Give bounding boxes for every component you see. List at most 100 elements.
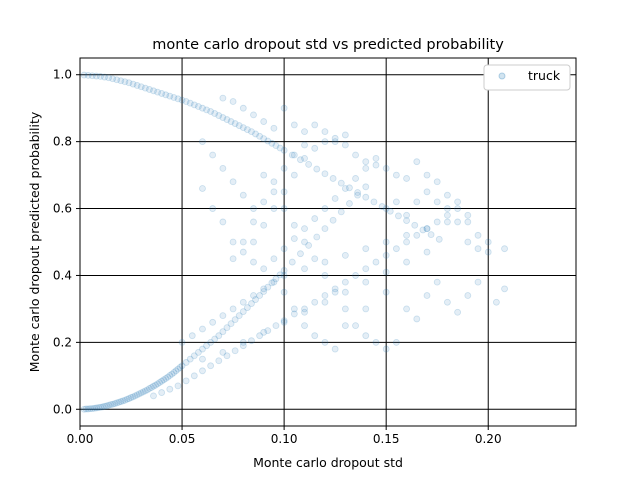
data-point [219, 114, 227, 121]
data-point [301, 128, 308, 136]
data-point [113, 399, 121, 407]
data-point [199, 367, 206, 375]
data-point [256, 292, 264, 299]
data-point [331, 345, 339, 353]
data-point [199, 138, 206, 146]
data-point [141, 84, 149, 92]
data-point [352, 322, 359, 330]
data-point [166, 92, 174, 100]
data-point [280, 146, 288, 154]
data-point [239, 342, 247, 350]
data-point [133, 82, 141, 89]
data-point [121, 396, 129, 404]
data-point [362, 332, 370, 340]
data-point [223, 324, 231, 332]
data-point [239, 298, 247, 306]
data-point [250, 218, 257, 226]
data-point [239, 248, 247, 256]
data-point [154, 88, 161, 96]
data-point [92, 404, 100, 412]
data-point [207, 338, 215, 346]
data-point [492, 298, 500, 306]
data-point [311, 215, 319, 222]
data-point [182, 377, 190, 385]
data-point [331, 288, 339, 296]
data-point [454, 218, 462, 226]
data-point [313, 233, 321, 241]
data-point [454, 205, 462, 212]
data-point [313, 165, 321, 173]
data-point [305, 160, 313, 168]
data-point [321, 298, 329, 306]
data-point [444, 211, 451, 219]
data-point [248, 337, 255, 345]
data-point [290, 121, 298, 129]
data-point [474, 231, 482, 239]
data-point [97, 403, 104, 411]
data-point [156, 379, 164, 386]
data-point [403, 211, 410, 219]
data-point [229, 98, 237, 105]
data-point [403, 175, 410, 182]
data-point [352, 151, 359, 159]
data-point [127, 394, 135, 401]
data-point [301, 238, 308, 246]
y-axis-label: Monte carlo dropout predicted probabilit… [27, 111, 42, 372]
data-point [190, 372, 198, 380]
data-point [190, 101, 198, 109]
data-point [362, 158, 370, 166]
data-point [341, 322, 349, 330]
y-axis-ticks: 0.0 0.2 0.4 0.6 0.8 1.0 [53, 68, 80, 416]
data-point [311, 255, 319, 263]
data-point [501, 285, 508, 293]
data-point [444, 218, 451, 226]
data-point [94, 404, 102, 412]
data-point [227, 118, 235, 125]
data-point [297, 156, 304, 164]
data-point [101, 73, 108, 81]
data-point [209, 151, 217, 159]
data-point [86, 405, 94, 413]
x-tick-label: 0.05 [169, 432, 196, 446]
data-point [346, 200, 353, 207]
data-point [444, 205, 451, 212]
data-point [250, 292, 257, 299]
data-point [372, 258, 380, 266]
data-point [264, 327, 272, 335]
data-point [382, 345, 390, 353]
data-point [243, 126, 251, 133]
data-point [137, 389, 145, 397]
data-point [101, 402, 108, 410]
data-point [207, 362, 215, 370]
data-point [125, 395, 133, 402]
data-point [229, 238, 237, 246]
data-point [160, 376, 168, 384]
data-point [260, 198, 268, 206]
data-point [117, 398, 125, 405]
data-point [270, 278, 278, 286]
data-point [474, 278, 482, 286]
data-point [166, 385, 174, 393]
data-point [362, 183, 370, 191]
data-point [321, 272, 329, 279]
data-point [268, 139, 276, 147]
data-point [235, 122, 243, 129]
data-point [131, 392, 139, 400]
data-point [484, 248, 492, 256]
data-point [223, 116, 231, 123]
data-point [231, 316, 239, 324]
data-point [239, 191, 247, 199]
data-point [301, 141, 308, 149]
data-point [321, 170, 329, 178]
legend: truck [483, 64, 571, 91]
data-point [209, 205, 217, 212]
data-point [280, 318, 288, 326]
data-point [419, 226, 427, 234]
data-point [321, 258, 329, 266]
data-point [256, 132, 264, 140]
data-point [248, 128, 255, 136]
data-point [137, 83, 145, 91]
data-point [435, 235, 443, 243]
data-point [288, 258, 296, 266]
data-point [139, 388, 147, 396]
